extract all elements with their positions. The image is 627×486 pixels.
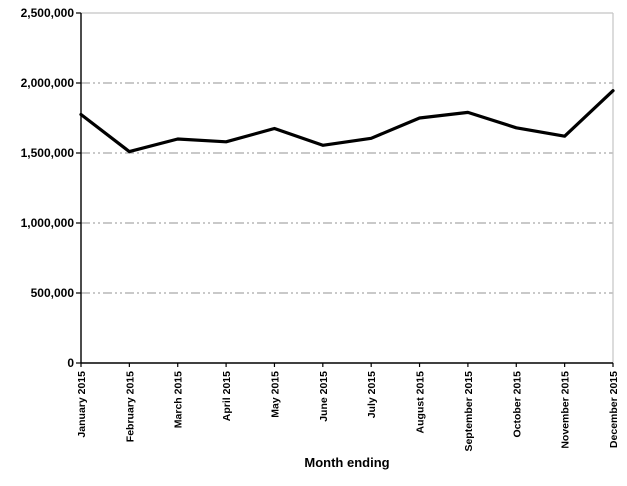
x-axis-tick-label: December 2015 [608,371,620,448]
x-axis-tick-label: February 2015 [124,371,136,442]
x-axis-tick-label: August 2015 [415,371,427,434]
x-axis-tick-label: May 2015 [269,371,281,418]
x-axis-tick-label: June 2015 [318,371,330,422]
x-axis-tick-label: July 2015 [366,371,378,418]
y-axis-tick-label: 500,000 [31,286,75,300]
data-line-series [79,89,615,154]
x-axis-tick-label: March 2015 [173,371,185,428]
x-axis-tick-label: April 2015 [221,371,233,421]
y-axis-tick-label: 2,500,000 [21,6,75,20]
x-axis-tick-label: September 2015 [463,371,475,452]
x-axis-tick-label: October 2015 [511,371,523,438]
x-axis-tick-label: November 2015 [560,371,572,449]
y-axis-tick-label: 1,000,000 [21,216,75,230]
y-axis-tick-label: 0 [67,356,74,370]
x-axis-tick-label: January 2015 [76,371,88,438]
y-axis-tick-label: 2,000,000 [21,76,75,90]
y-axis-tick-label: 1,500,000 [21,146,75,160]
x-axis-title: Month ending [304,455,390,470]
